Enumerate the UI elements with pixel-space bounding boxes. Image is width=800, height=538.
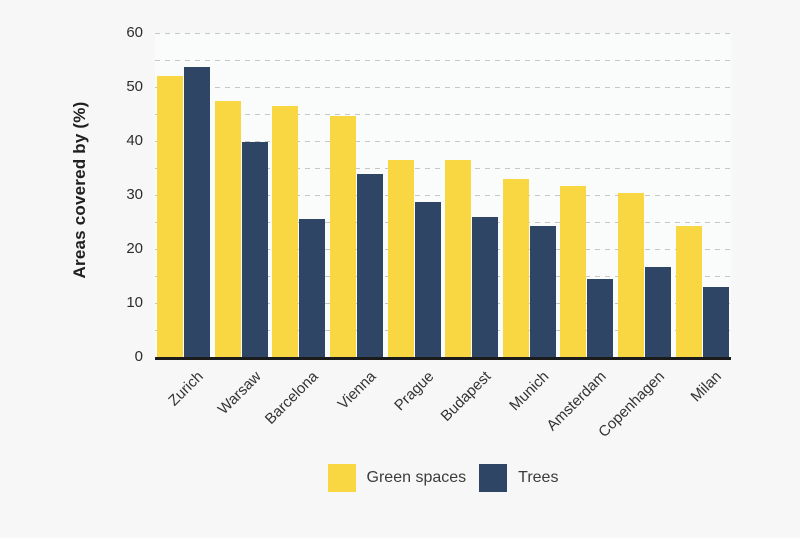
gridline-60 <box>155 33 731 34</box>
x-label-vienna: Vienna <box>334 368 380 413</box>
gridlines <box>155 33 731 357</box>
y-tick-label-40: 40 <box>126 132 143 149</box>
y-tick-label-60: 60 <box>126 24 143 41</box>
bar-green-spaces-budapest <box>445 160 472 357</box>
x-label-warsaw: Warsaw <box>214 368 265 418</box>
x-label-barcelona: Barcelona <box>262 368 323 428</box>
bar-group-munich <box>501 33 559 357</box>
bar-trees-prague <box>414 202 441 357</box>
x-label-budapest: Budapest <box>437 368 495 425</box>
y-tick-label-10: 10 <box>126 294 143 311</box>
gridline-30 <box>155 195 731 196</box>
gridline-35 <box>155 168 731 169</box>
legend-swatch-trees-icon <box>479 464 508 492</box>
gridline-55 <box>155 60 731 61</box>
legend-label-trees: Trees <box>518 469 559 486</box>
x-label-munich: Munich <box>506 368 553 415</box>
bar-group-prague <box>385 33 443 357</box>
legend: Green spaces Trees <box>155 464 731 492</box>
gridline-5 <box>155 330 731 331</box>
bar-group-copenhagen <box>616 33 674 357</box>
bar-group-zurich <box>155 33 213 357</box>
bar-green-spaces-milan <box>675 225 702 357</box>
bar-group-vienna <box>328 33 386 357</box>
bar-green-spaces-munich <box>502 179 529 357</box>
bar-green-spaces-vienna <box>330 115 357 357</box>
legend-item-trees: Trees <box>479 464 558 492</box>
x-label-milan: Milan <box>687 368 726 406</box>
bar-trees-zurich <box>184 67 211 357</box>
y-tick-label-30: 30 <box>126 186 143 203</box>
gridline-40 <box>155 141 731 142</box>
bar-trees-amsterdam <box>587 279 614 357</box>
gridline-45 <box>155 114 731 115</box>
bar-group-milan <box>673 33 731 357</box>
bar-green-spaces-prague <box>387 159 414 357</box>
bar-trees-vienna <box>357 173 384 357</box>
bar-green-spaces-warsaw <box>214 101 241 357</box>
gridline-15 <box>155 276 731 277</box>
bar-group-amsterdam <box>558 33 616 357</box>
y-tick-label-0: 0 <box>134 348 143 365</box>
bar-green-spaces-amsterdam <box>560 186 587 357</box>
bar-trees-barcelona <box>299 219 326 357</box>
gridline-10 <box>155 303 731 304</box>
bar-trees-munich <box>529 225 556 357</box>
y-tick-label-20: 20 <box>126 240 143 257</box>
bar-trees-warsaw <box>241 142 268 357</box>
gridline-50 <box>155 87 731 88</box>
legend-swatch-green-spaces-icon <box>327 464 356 492</box>
bar-green-spaces-zurich <box>157 76 184 357</box>
gridline-25 <box>155 222 731 223</box>
x-label-prague: Prague <box>390 368 438 415</box>
bar-trees-copenhagen <box>645 267 672 357</box>
bar-group-budapest <box>443 33 501 357</box>
bars-container <box>155 33 731 357</box>
bar-trees-budapest <box>472 216 499 357</box>
bar-trees-milan <box>702 286 729 357</box>
bar-green-spaces-copenhagen <box>618 192 645 357</box>
x-label-zurich: Zurich <box>165 368 207 410</box>
bar-group-barcelona <box>270 33 328 357</box>
legend-item-green-spaces: Green spaces <box>327 464 467 492</box>
legend-label-green-spaces: Green spaces <box>366 469 467 486</box>
y-tick-label-50: 50 <box>126 78 143 95</box>
gridline-20 <box>155 249 731 250</box>
plot-area <box>155 33 731 360</box>
bar-group-warsaw <box>213 33 271 357</box>
bar-green-spaces-barcelona <box>272 106 299 357</box>
